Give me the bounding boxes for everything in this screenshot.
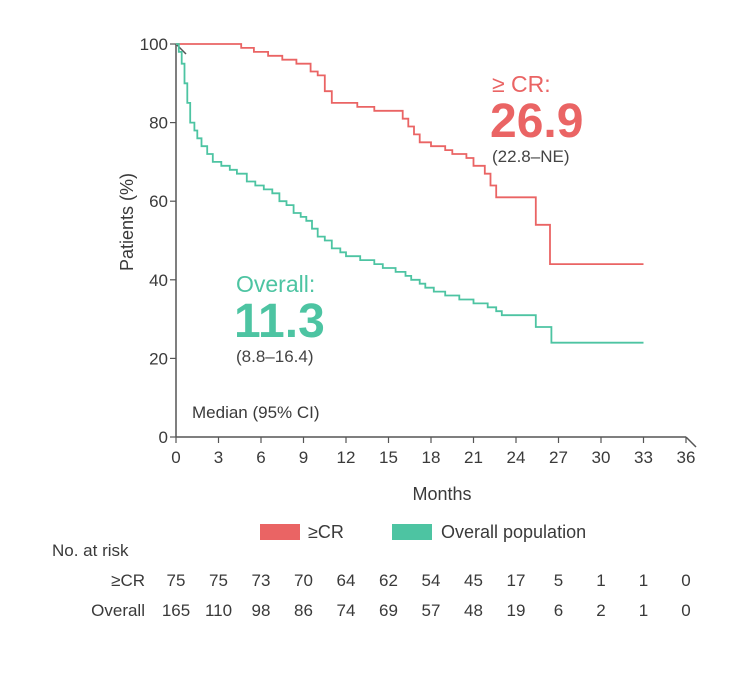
overall-median-ci: (8.8–16.4) bbox=[236, 347, 314, 366]
legend-label-cr: ≥CR bbox=[308, 522, 344, 542]
risk-value: 64 bbox=[337, 571, 356, 590]
x-tick-label: 24 bbox=[507, 448, 526, 467]
risk-value: 5 bbox=[554, 571, 563, 590]
x-tick-label: 27 bbox=[549, 448, 568, 467]
risk-value: 2 bbox=[596, 601, 605, 620]
overall-survival-curve bbox=[176, 43, 644, 344]
x-tick-label: 3 bbox=[214, 448, 223, 467]
y-axis-skew-top bbox=[175, 43, 187, 55]
x-tick-label: 6 bbox=[256, 448, 265, 467]
x-ticks: 0 3 6 9 12 15 18 21 24 27 30 33 36 bbox=[171, 437, 695, 467]
cr-survival-curve bbox=[176, 43, 644, 265]
y-tick-label: 0 bbox=[159, 428, 168, 447]
risk-value: 69 bbox=[379, 601, 398, 620]
x-tick-label: 30 bbox=[592, 448, 611, 467]
risk-value: 98 bbox=[252, 601, 271, 620]
risk-value: 62 bbox=[379, 571, 398, 590]
cr-median-label: ≥ CR: bbox=[492, 71, 551, 97]
curves bbox=[176, 43, 644, 344]
x-tick-label: 21 bbox=[464, 448, 483, 467]
y-tick-label: 100 bbox=[140, 35, 168, 54]
x-tick-label: 15 bbox=[379, 448, 398, 467]
risk-value: 86 bbox=[294, 601, 313, 620]
y-axis-title: Patients (%) bbox=[117, 173, 137, 271]
overall-median-value: 11.3 bbox=[234, 295, 325, 348]
y-tick-label: 60 bbox=[149, 192, 168, 211]
x-tick-label: 12 bbox=[337, 448, 356, 467]
risk-value: 48 bbox=[464, 601, 483, 620]
x-axis-title: Months bbox=[412, 484, 471, 504]
risk-value: 17 bbox=[507, 571, 526, 590]
risk-value: 6 bbox=[554, 601, 563, 620]
risk-value: 70 bbox=[294, 571, 313, 590]
cr-median-ci: (22.8–NE) bbox=[492, 147, 569, 166]
risk-value: 0 bbox=[681, 601, 690, 620]
y-tick-label: 40 bbox=[149, 271, 168, 290]
risk-value: 19 bbox=[507, 601, 526, 620]
x-tick-label: 0 bbox=[171, 448, 180, 467]
cr-median-value: 26.9 bbox=[490, 95, 583, 148]
y-tick-label: 20 bbox=[149, 349, 168, 368]
risk-value: 54 bbox=[422, 571, 441, 590]
risk-value: 165 bbox=[162, 601, 190, 620]
y-tick-label: 80 bbox=[149, 114, 168, 133]
risk-value: 110 bbox=[205, 601, 232, 620]
legend-swatch-cr bbox=[260, 524, 300, 540]
overall-median-label: Overall: bbox=[236, 271, 315, 297]
legend-swatch-overall bbox=[392, 524, 432, 540]
risk-value: 1 bbox=[596, 571, 605, 590]
x-tick-label: 9 bbox=[299, 448, 308, 467]
risk-value: 1 bbox=[639, 601, 648, 620]
x-tick-label: 36 bbox=[677, 448, 696, 467]
legend-label-overall: Overall population bbox=[441, 522, 586, 542]
median-note: Median (95% CI) bbox=[192, 403, 320, 422]
risk-value: 73 bbox=[252, 571, 271, 590]
x-tick-label: 18 bbox=[422, 448, 441, 467]
risk-table-title: No. at risk bbox=[52, 541, 129, 560]
y-ticks: 0 20 40 60 80 100 bbox=[140, 35, 176, 447]
risk-value: 0 bbox=[681, 571, 690, 590]
risk-value: 57 bbox=[422, 601, 441, 620]
risk-value: 45 bbox=[464, 571, 483, 590]
risk-value: 1 bbox=[639, 571, 648, 590]
risk-value: 74 bbox=[337, 601, 356, 620]
x-axis-skew-end bbox=[685, 436, 697, 448]
risk-row-label-cr: ≥CR bbox=[111, 571, 145, 590]
x-tick-label: 33 bbox=[634, 448, 653, 467]
risk-row-label-overall: Overall bbox=[91, 601, 145, 620]
risk-value: 75 bbox=[209, 571, 228, 590]
risk-value: 75 bbox=[167, 571, 186, 590]
